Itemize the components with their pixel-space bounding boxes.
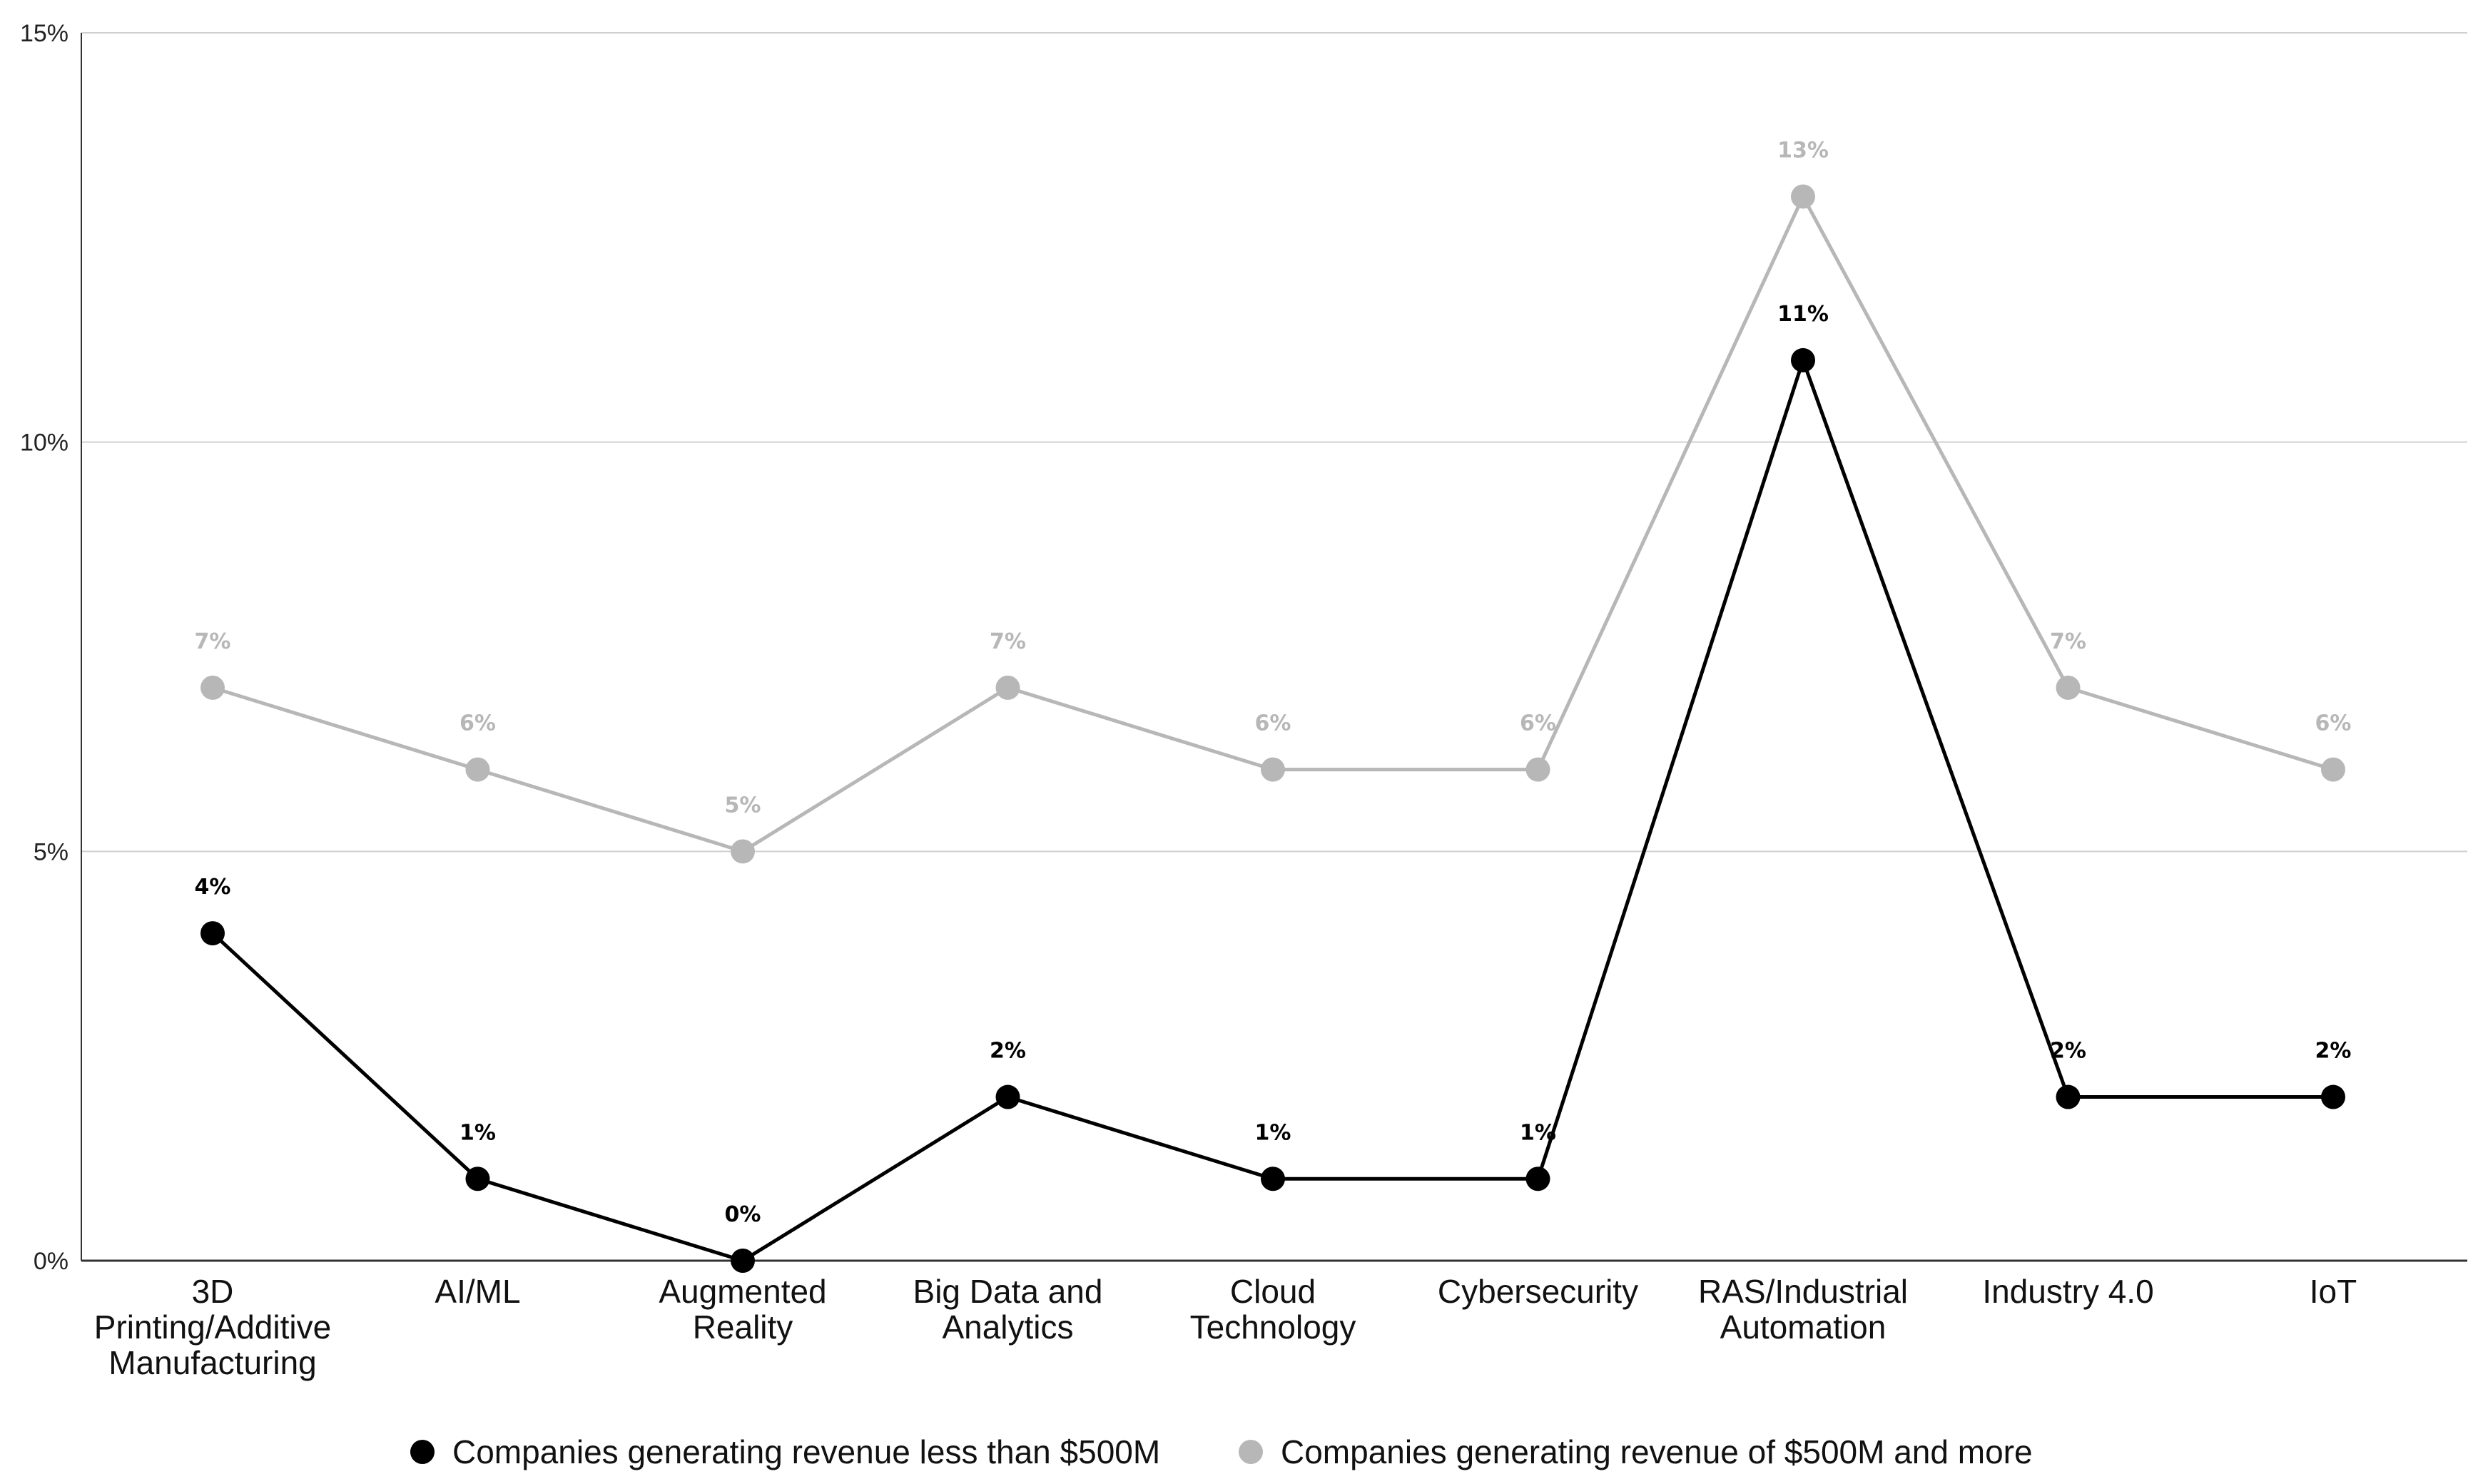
data-label: 1% bbox=[459, 1120, 496, 1145]
x-category-label-line: Augmented bbox=[659, 1273, 826, 1310]
x-category-label: Augmented Reality bbox=[659, 1273, 826, 1346]
data-label: 2% bbox=[2050, 1039, 2086, 1064]
x-category-label: AI/ML bbox=[435, 1273, 520, 1310]
x-category-label: IoT bbox=[2310, 1273, 2357, 1310]
data-point bbox=[995, 1084, 1020, 1109]
data-label: 0% bbox=[725, 1202, 761, 1227]
data-label: 7% bbox=[195, 629, 231, 654]
x-category-label: Big Data and Analytics bbox=[913, 1273, 1103, 1346]
x-category-label-line: Analytics bbox=[942, 1308, 1073, 1346]
data-label: 6% bbox=[459, 711, 496, 736]
data-point bbox=[731, 1249, 755, 1273]
data-point bbox=[731, 839, 755, 864]
data-label: 5% bbox=[725, 793, 761, 818]
legend-marker bbox=[1239, 1440, 1263, 1464]
x-category-label-line: Big Data and bbox=[913, 1273, 1103, 1310]
data-label: 7% bbox=[2050, 629, 2086, 654]
data-point bbox=[200, 921, 225, 946]
data-label: 2% bbox=[990, 1039, 1026, 1064]
legend-label: Companies generating revenue less than $… bbox=[452, 1433, 1160, 1470]
x-category-label-line: Manufacturing bbox=[108, 1344, 317, 1381]
x-category-label-line: AI/ML bbox=[435, 1273, 520, 1310]
grid-layer bbox=[81, 32, 2467, 853]
x-category-label: Cloud Technology bbox=[1190, 1273, 1356, 1346]
data-point bbox=[200, 675, 225, 700]
data-label: 6% bbox=[1255, 711, 1291, 736]
x-category-label-line: Automation bbox=[1720, 1308, 1887, 1346]
x-category-label-line: RAS/Industrial bbox=[1698, 1273, 1908, 1310]
data-point bbox=[1261, 1167, 1285, 1191]
data-point bbox=[2056, 675, 2081, 700]
data-point bbox=[995, 675, 1020, 700]
data-label: 2% bbox=[2315, 1039, 2352, 1064]
y-tick-label: 5% bbox=[34, 838, 68, 865]
data-label: 1% bbox=[1520, 1120, 1556, 1145]
data-label: 6% bbox=[1520, 711, 1556, 736]
data-point bbox=[1791, 184, 1815, 209]
x-category-label: Industry 4.0 bbox=[1982, 1273, 2153, 1310]
data-label: 1% bbox=[1255, 1120, 1291, 1145]
x-category-label-line: IoT bbox=[2310, 1273, 2357, 1310]
data-point bbox=[1791, 347, 1815, 372]
data-point bbox=[465, 757, 490, 782]
data-point bbox=[1261, 757, 1285, 782]
x-category-label-line: Reality bbox=[693, 1308, 793, 1346]
legend: Companies generating revenue less than $… bbox=[410, 1433, 2033, 1470]
data-point bbox=[1525, 1167, 1550, 1191]
y-tick-label: 0% bbox=[34, 1248, 68, 1275]
series-line-1 bbox=[212, 194, 2334, 853]
y-tick-label: 10% bbox=[20, 430, 68, 457]
x-category-label-line: 3D bbox=[192, 1273, 234, 1310]
axis-layer: 0% 5% 10% 15% 3D Printing/Additive Manufacturi… bbox=[20, 20, 2467, 1381]
data-label: 11% bbox=[1777, 302, 1829, 327]
x-category-label-line: Cloud bbox=[1230, 1273, 1316, 1310]
data-point bbox=[2321, 757, 2345, 782]
x-category-label: 3D Printing/Additive Manufacturing bbox=[94, 1273, 331, 1381]
data-label: 4% bbox=[195, 875, 231, 900]
legend-marker bbox=[410, 1440, 435, 1464]
data-point bbox=[465, 1167, 490, 1191]
x-category-label-line: Technology bbox=[1190, 1308, 1356, 1346]
y-tick-label: 15% bbox=[20, 20, 68, 47]
data-label: 6% bbox=[2315, 711, 2352, 736]
legend-label: Companies generating revenue of $500M an… bbox=[1281, 1433, 2033, 1470]
data-label: 7% bbox=[990, 629, 1026, 654]
x-category-label: Cybersecurity bbox=[1438, 1273, 1638, 1310]
data-point bbox=[1525, 757, 1550, 782]
x-category-label-line: Cybersecurity bbox=[1438, 1273, 1638, 1310]
data-point bbox=[2321, 1084, 2345, 1109]
x-category-label-line: Printing/Additive bbox=[94, 1308, 331, 1346]
label-layer: 7% 6% 5% 7% 6% 6% 13% 7% 6% 4% 1% 0% 2% 1% 1% 11% 2% 2% bbox=[195, 138, 2352, 1227]
data-label: 13% bbox=[1777, 138, 1829, 163]
data-point bbox=[2056, 1084, 2081, 1109]
x-category-label-line: Industry 4.0 bbox=[1982, 1273, 2153, 1310]
series-layer bbox=[200, 184, 2345, 1273]
x-category-label: RAS/Industrial Automation bbox=[1698, 1273, 1908, 1346]
